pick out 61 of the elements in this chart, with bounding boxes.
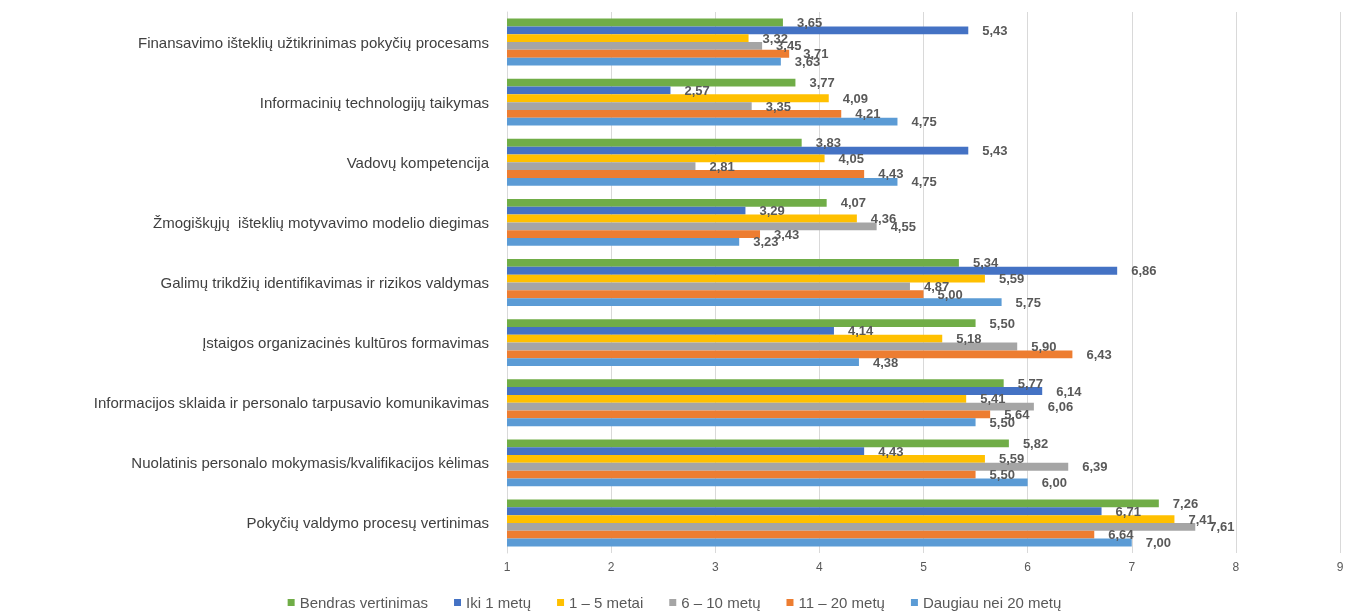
- data-label: 4,43: [878, 443, 904, 459]
- x-tick-label: 9: [1336, 560, 1344, 574]
- data-label: 6,64: [1108, 527, 1135, 543]
- data-label: 5,43: [982, 22, 1008, 38]
- data-label: 5,41: [980, 391, 1006, 407]
- data-label: 5,50: [989, 315, 1015, 331]
- y-tick-label: Įstaigos organizacinės kultūros formavimas: [202, 334, 489, 352]
- data-label: 7,00: [1145, 534, 1172, 550]
- data-label: 4,09: [842, 90, 869, 106]
- data-label: 3,83: [815, 135, 841, 151]
- x-tick-label: 4: [816, 560, 824, 574]
- data-label: 7,26: [1172, 495, 1199, 511]
- y-tick-label: Finansavimo išteklių užtikrinimas pokyčių procesams: [138, 33, 489, 51]
- data-label: 3,35: [765, 98, 792, 114]
- x-tick-label: 7: [1128, 560, 1136, 574]
- data-label: 5,59: [998, 451, 1025, 467]
- data-label: 4,07: [840, 195, 866, 211]
- data-label: 6,14: [1056, 383, 1083, 399]
- data-label: 4,43: [878, 166, 904, 182]
- y-tick-label: Žmogiškųjų išteklių motyvavimo modelio diegimas: [153, 213, 489, 231]
- y-tick-label: Pokyčių valdymo procesų vertinimas: [246, 514, 489, 532]
- data-label: 2,81: [709, 158, 735, 174]
- x-tick-label: 5: [920, 560, 928, 574]
- data-label: 4,75: [911, 114, 937, 130]
- x-tick-label: 3: [711, 560, 719, 574]
- data-label: 5,18: [956, 331, 982, 347]
- legend-label: Iki 1 metų: [466, 594, 532, 611]
- data-label: 5,34: [972, 255, 999, 271]
- data-label: 3,77: [809, 75, 835, 91]
- data-label: 4,75: [911, 174, 937, 190]
- data-label: 5,50: [989, 467, 1015, 483]
- x-tick-label: 1: [503, 560, 511, 574]
- x-tick-label: 2: [607, 560, 615, 574]
- legend-label: Daugiau nei 20 metų: [922, 594, 1062, 611]
- data-label: 6,71: [1115, 503, 1141, 519]
- data-label: 5,82: [1022, 435, 1049, 451]
- data-label: 6,00: [1041, 474, 1067, 490]
- data-label: 5,43: [982, 143, 1008, 159]
- data-label: 6,86: [1131, 263, 1157, 279]
- y-tick-label: Vadovų kompetencija: [346, 153, 490, 171]
- legend-label: 6 – 10 metų: [681, 594, 761, 611]
- legend-label: 1 – 5 metai: [569, 594, 644, 611]
- y-tick-label: Informacijos sklaida ir personalo tarpusavio komunikavimas: [93, 394, 489, 412]
- y-tick-label: Galimų trikdžių identifikavimas ir rizikos valdymas: [160, 274, 489, 291]
- data-label: 5,75: [1015, 294, 1041, 310]
- data-label: 6,43: [1086, 346, 1112, 362]
- legend-label: 11 – 20 metų: [798, 594, 885, 611]
- y-tick-label: Nuolatinis personalo mokymasis/kvalifikacijos kėlimas: [131, 454, 489, 472]
- data-label: 5,77: [1017, 375, 1043, 391]
- data-label: 4,38: [872, 354, 899, 370]
- data-label: 4,21: [855, 106, 881, 122]
- x-tick-label: 6: [1024, 560, 1032, 574]
- data-label: 6,39: [1082, 459, 1108, 475]
- data-label: 4,05: [838, 150, 864, 166]
- data-label: 6,06: [1047, 399, 1074, 415]
- x-tick-label: 8: [1232, 560, 1240, 574]
- data-label: 2,57: [684, 82, 710, 98]
- legend-label: Bendras vertinimas: [299, 594, 429, 611]
- data-label: 5,59: [998, 271, 1025, 287]
- data-label: 4,14: [847, 323, 875, 339]
- y-tick-label: Informacinių technologijų taikymas: [259, 93, 489, 111]
